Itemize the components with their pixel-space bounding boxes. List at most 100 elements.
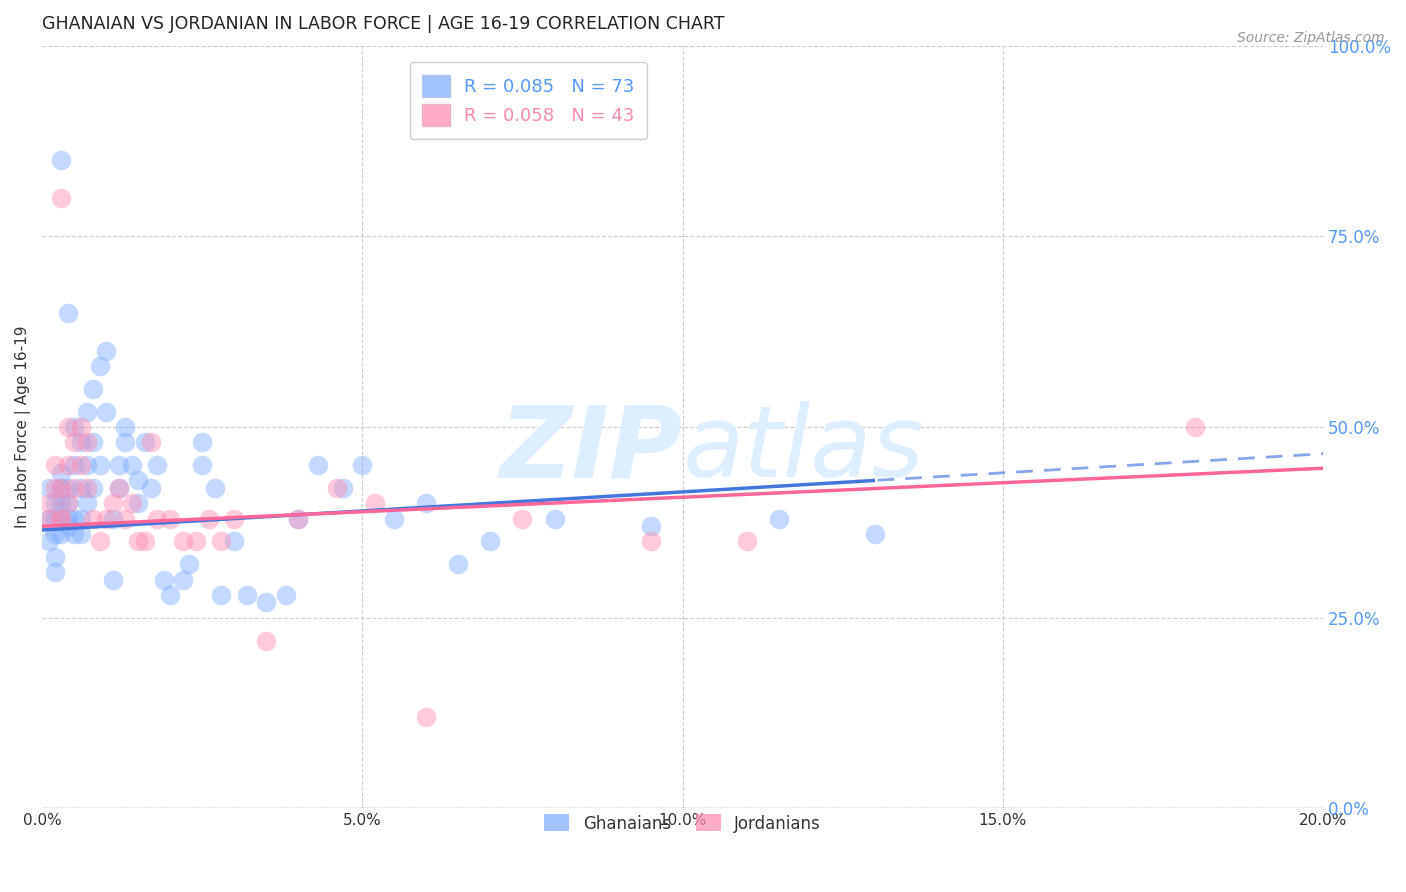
Point xyxy=(101,573,124,587)
Point xyxy=(134,534,156,549)
Point xyxy=(512,511,534,525)
Point xyxy=(274,588,297,602)
Point xyxy=(63,526,86,541)
Point xyxy=(63,481,86,495)
Point xyxy=(139,435,162,450)
Point xyxy=(76,458,98,473)
Point xyxy=(211,534,233,549)
Point xyxy=(364,496,387,510)
Point xyxy=(139,481,162,495)
Point xyxy=(51,526,73,541)
Point xyxy=(69,481,91,495)
Point xyxy=(56,496,79,510)
Point xyxy=(127,474,149,488)
Point xyxy=(114,420,136,434)
Point xyxy=(76,481,98,495)
Point xyxy=(38,511,60,525)
Point xyxy=(224,511,246,525)
Point xyxy=(114,511,136,525)
Point xyxy=(108,458,131,473)
Point xyxy=(159,588,181,602)
Point xyxy=(204,481,226,495)
Point xyxy=(38,534,60,549)
Point xyxy=(640,519,662,533)
Point xyxy=(172,573,194,587)
Point xyxy=(76,496,98,510)
Point xyxy=(69,526,91,541)
Point xyxy=(96,343,118,358)
Point xyxy=(479,534,502,549)
Point xyxy=(44,526,66,541)
Point xyxy=(415,496,437,510)
Point xyxy=(38,496,60,510)
Point xyxy=(735,534,758,549)
Point xyxy=(82,382,104,396)
Text: atlas: atlas xyxy=(683,401,924,499)
Point xyxy=(51,153,73,167)
Point xyxy=(56,481,79,495)
Point xyxy=(108,481,131,495)
Point xyxy=(63,435,86,450)
Point xyxy=(44,565,66,579)
Point xyxy=(82,481,104,495)
Point xyxy=(63,511,86,525)
Point xyxy=(51,466,73,480)
Point xyxy=(51,481,73,495)
Point xyxy=(101,496,124,510)
Point xyxy=(254,633,277,648)
Point xyxy=(69,435,91,450)
Point xyxy=(63,458,86,473)
Point xyxy=(51,511,73,525)
Point xyxy=(44,496,66,510)
Point xyxy=(254,595,277,609)
Point xyxy=(51,191,73,205)
Point xyxy=(191,458,214,473)
Point xyxy=(51,511,73,525)
Point xyxy=(69,458,91,473)
Point xyxy=(121,458,143,473)
Point xyxy=(51,481,73,495)
Point xyxy=(51,496,73,510)
Text: Source: ZipAtlas.com: Source: ZipAtlas.com xyxy=(1237,31,1385,45)
Point xyxy=(121,496,143,510)
Point xyxy=(236,588,259,602)
Point xyxy=(384,511,406,525)
Point xyxy=(101,511,124,525)
Point xyxy=(82,435,104,450)
Point xyxy=(172,534,194,549)
Point xyxy=(127,534,149,549)
Point xyxy=(89,534,111,549)
Point xyxy=(863,526,886,541)
Point xyxy=(69,511,91,525)
Point xyxy=(76,405,98,419)
Y-axis label: In Labor Force | Age 16-19: In Labor Force | Age 16-19 xyxy=(15,326,31,528)
Point xyxy=(38,481,60,495)
Point xyxy=(108,481,131,495)
Point xyxy=(184,534,207,549)
Point xyxy=(56,420,79,434)
Point xyxy=(415,710,437,724)
Point xyxy=(287,511,309,525)
Point xyxy=(768,511,790,525)
Point xyxy=(56,496,79,510)
Point xyxy=(326,481,349,495)
Point xyxy=(640,534,662,549)
Point xyxy=(224,534,246,549)
Point xyxy=(96,511,118,525)
Point xyxy=(332,481,354,495)
Point xyxy=(153,573,176,587)
Point xyxy=(89,458,111,473)
Point xyxy=(38,511,60,525)
Point xyxy=(76,435,98,450)
Text: ZIP: ZIP xyxy=(499,401,683,499)
Legend: Ghanaians, Jordanians: Ghanaians, Jordanians xyxy=(531,801,834,846)
Point xyxy=(44,458,66,473)
Point xyxy=(56,511,79,525)
Point xyxy=(447,558,470,572)
Point xyxy=(56,305,79,319)
Point xyxy=(146,511,169,525)
Point xyxy=(69,420,91,434)
Point xyxy=(287,511,309,525)
Point xyxy=(543,511,565,525)
Point xyxy=(307,458,329,473)
